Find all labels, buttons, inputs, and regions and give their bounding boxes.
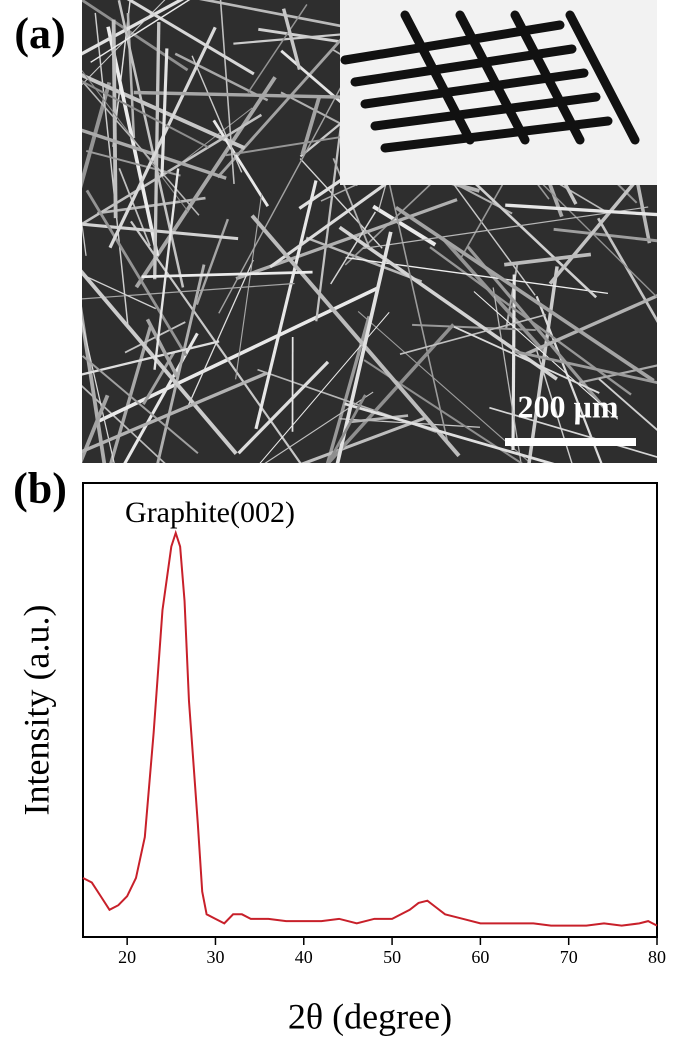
fiber	[82, 79, 200, 216]
fiber	[86, 149, 181, 177]
fiber	[106, 26, 160, 257]
fiber	[82, 273, 157, 310]
fiber	[82, 0, 185, 56]
x-tick-label: 60	[471, 947, 489, 967]
fiber	[156, 264, 206, 463]
fiber	[82, 269, 238, 455]
fiber	[82, 371, 268, 454]
fiber	[514, 350, 657, 384]
fiber	[300, 95, 322, 156]
mesh-rod	[400, 10, 475, 145]
fiber	[82, 306, 107, 463]
panel-label: (a)	[14, 9, 65, 58]
fiber	[126, 0, 255, 76]
fiber	[237, 360, 330, 455]
fiber	[82, 73, 246, 150]
x-tick-label: 40	[295, 947, 313, 967]
fiber	[82, 355, 199, 455]
fiber	[82, 282, 295, 300]
annotation: Graphite(002)	[125, 496, 295, 529]
mesh-rod	[565, 10, 640, 145]
fiber	[344, 402, 555, 463]
line-series	[82, 529, 658, 927]
fiber	[82, 0, 166, 86]
fiber	[134, 76, 277, 289]
fiber	[82, 394, 110, 463]
fiber	[300, 416, 425, 463]
fiber	[381, 150, 449, 444]
fiber	[126, 12, 136, 139]
fiber	[160, 48, 169, 177]
fiber	[511, 274, 516, 450]
fiber	[281, 8, 302, 71]
fiber	[141, 270, 313, 279]
fiber	[362, 206, 649, 250]
x-tick-label: 20	[118, 947, 136, 967]
fiber	[264, 391, 374, 463]
plot-frame	[82, 482, 658, 938]
fiber	[174, 52, 269, 102]
fiber	[82, 113, 263, 226]
fiber	[191, 55, 243, 173]
fiber	[597, 217, 657, 324]
scale-label: 200 µm	[517, 388, 618, 424]
x-tick-label: 30	[206, 947, 224, 967]
fiber	[505, 203, 657, 217]
fiber	[553, 227, 657, 243]
fiber	[473, 291, 619, 420]
x-tick-label: 80	[648, 947, 666, 967]
mesh-rod	[510, 10, 585, 145]
fiber	[299, 158, 383, 249]
fiber	[412, 323, 536, 332]
fiber	[598, 378, 657, 431]
fiber	[332, 158, 372, 251]
fiber	[176, 107, 253, 167]
fiber	[335, 231, 393, 463]
fiber	[219, 0, 235, 184]
fiber	[145, 318, 179, 378]
fiber	[85, 189, 188, 357]
fiber	[186, 259, 254, 410]
x-tick-label: 50	[383, 947, 401, 967]
fiber	[118, 167, 151, 247]
fiber	[503, 252, 592, 267]
fiber	[90, 0, 191, 63]
fiber	[394, 205, 655, 383]
fiber	[82, 128, 227, 180]
fiber	[82, 385, 166, 463]
fiber	[82, 80, 209, 149]
fiber	[372, 204, 437, 247]
mesh	[340, 10, 640, 153]
fiber	[453, 325, 600, 394]
fiber	[82, 222, 239, 241]
x-axis-label: 2θ (degree)	[288, 996, 452, 1036]
panel-label: (b)	[13, 464, 67, 513]
x-tick-label: 70	[560, 947, 578, 967]
fiber	[326, 394, 367, 463]
fiber	[492, 287, 522, 463]
fiber	[133, 90, 371, 100]
fiber	[527, 266, 559, 463]
fiber	[212, 119, 270, 207]
fiber	[117, 0, 185, 288]
fiber	[357, 311, 532, 463]
fiber	[525, 294, 657, 356]
fiber	[254, 180, 318, 430]
fiber	[538, 180, 657, 299]
fiber	[325, 323, 455, 463]
fiber	[235, 194, 263, 380]
fiber	[330, 211, 377, 285]
fiber	[218, 60, 356, 314]
fiber	[82, 81, 112, 189]
fiber	[250, 214, 461, 458]
mesh-rod	[455, 10, 530, 145]
fiber	[82, 340, 220, 376]
fiber	[247, 4, 308, 94]
fiber	[153, 168, 180, 370]
y-axis-label: Intensity (a.u.)	[16, 605, 56, 816]
fiber	[346, 414, 409, 424]
